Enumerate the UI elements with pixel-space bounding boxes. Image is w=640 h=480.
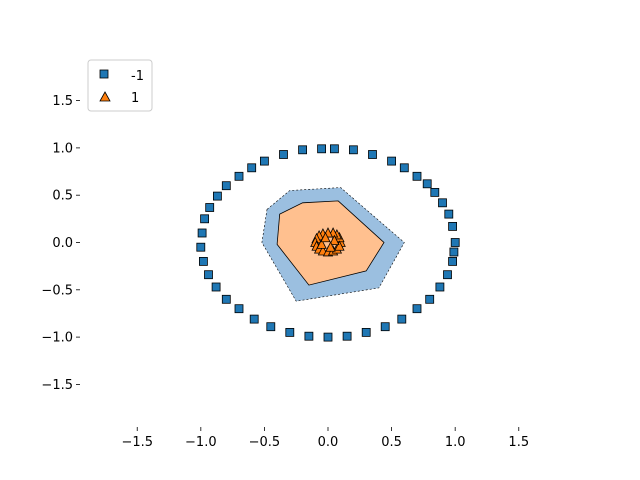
point-class-neg1 bbox=[200, 214, 210, 224]
point-class-neg1 bbox=[422, 179, 432, 189]
point-class-neg1 bbox=[259, 156, 269, 166]
point-class-neg1 bbox=[317, 144, 327, 154]
x-tick-label: −1.5 bbox=[121, 435, 153, 450]
legend-marker-triangle bbox=[99, 91, 111, 102]
x-tick-label: 0.0 bbox=[318, 435, 339, 450]
point-class-pos1 bbox=[320, 231, 331, 243]
point-class-neg1 bbox=[197, 228, 207, 238]
point-class-neg1 bbox=[211, 282, 221, 292]
point-class-neg1 bbox=[430, 187, 440, 197]
point-class-neg1 bbox=[285, 327, 295, 337]
y-tick-label: 0.5 bbox=[52, 189, 73, 204]
legend-marker-square bbox=[99, 69, 109, 79]
point-class-neg1 bbox=[380, 322, 390, 332]
point-class-neg1 bbox=[342, 331, 352, 341]
point-class-neg1 bbox=[198, 256, 208, 266]
y-tick-label: −1.5 bbox=[41, 378, 73, 393]
point-class-neg1 bbox=[204, 270, 213, 280]
point-class-neg1 bbox=[212, 191, 222, 201]
point-class-neg1 bbox=[450, 238, 460, 247]
point-class-neg1 bbox=[304, 331, 314, 341]
point-class-neg1 bbox=[397, 314, 407, 324]
point-class-pos1 bbox=[316, 238, 327, 249]
point-class-pos1 bbox=[329, 234, 340, 246]
point-class-neg1 bbox=[444, 209, 454, 219]
point-class-neg1 bbox=[234, 171, 244, 181]
point-class-neg1 bbox=[205, 203, 215, 212]
point-class-neg1 bbox=[234, 304, 244, 314]
legend-label-neg1: -1 bbox=[131, 69, 144, 84]
point-class-neg1 bbox=[438, 198, 447, 208]
point-class-neg1 bbox=[279, 150, 288, 159]
point-class-neg1 bbox=[323, 332, 333, 342]
point-class-neg1 bbox=[247, 163, 257, 173]
point-class-neg1 bbox=[387, 156, 397, 166]
y-axis-ticks: −1.5 −1.0 −0.5 0.0 0.5 1.0 1.5 bbox=[41, 94, 80, 393]
y-tick-label: −1.0 bbox=[41, 331, 73, 346]
legend-label-pos1: 1 bbox=[131, 91, 139, 106]
x-tick-label: 1.0 bbox=[445, 435, 466, 450]
y-tick-label: 1.0 bbox=[52, 141, 73, 156]
point-class-neg1 bbox=[449, 247, 459, 257]
point-class-neg1 bbox=[196, 242, 206, 252]
x-tick-label: 1.5 bbox=[508, 435, 529, 450]
point-class-neg1 bbox=[368, 150, 377, 159]
point-class-neg1 bbox=[443, 270, 452, 280]
point-class-neg1 bbox=[448, 256, 458, 266]
legend-frame bbox=[87, 59, 153, 112]
x-tick-label: 0.5 bbox=[381, 435, 402, 450]
point-class-neg1 bbox=[448, 221, 458, 231]
legend: -1 1 bbox=[87, 59, 153, 112]
x-tick-label: −0.5 bbox=[249, 435, 281, 450]
point-class-neg1 bbox=[329, 144, 339, 154]
point-class-pos1 bbox=[334, 240, 345, 251]
point-class-neg1 bbox=[266, 322, 276, 332]
point-class-neg1 bbox=[221, 181, 231, 191]
point-class-neg1 bbox=[435, 282, 445, 292]
point-class-neg1 bbox=[399, 163, 409, 173]
point-class-neg1 bbox=[412, 171, 422, 181]
y-tick-label: −0.5 bbox=[41, 283, 73, 298]
point-class-neg1 bbox=[412, 304, 422, 314]
point-class-pos1 bbox=[325, 241, 336, 252]
point-class-neg1 bbox=[348, 145, 358, 155]
x-axis-ticks: −1.5 −1.0 −0.5 0.0 0.5 1.0 1.5 bbox=[121, 427, 529, 450]
point-class-neg1 bbox=[249, 314, 259, 324]
point-class-neg1 bbox=[425, 294, 435, 304]
x-tick-label: −1.0 bbox=[185, 435, 217, 450]
point-class-neg1 bbox=[298, 145, 308, 155]
point-class-neg1 bbox=[361, 327, 371, 337]
y-tick-label: 0.0 bbox=[52, 236, 73, 251]
y-tick-label: 1.5 bbox=[52, 94, 73, 109]
data-points bbox=[196, 144, 460, 342]
point-class-neg1 bbox=[221, 294, 231, 304]
